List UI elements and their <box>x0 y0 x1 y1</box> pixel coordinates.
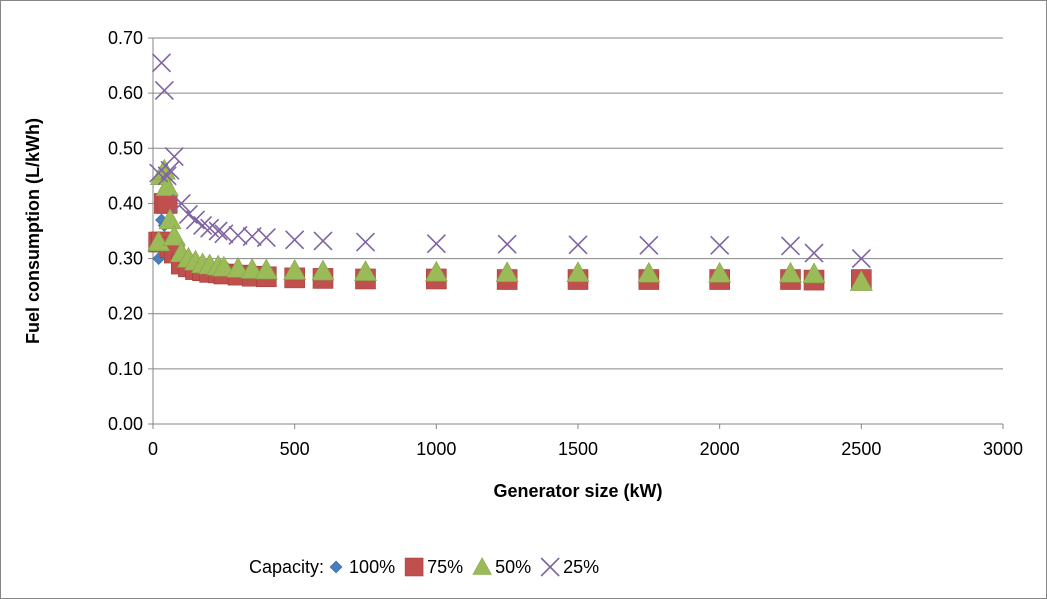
series-50pct <box>147 158 873 291</box>
legend-marker-group <box>540 557 560 577</box>
x-tick-label: 0 <box>148 439 158 459</box>
data-point <box>254 258 278 280</box>
x-tick-label: 3000 <box>983 439 1023 459</box>
x-tick-label: 2000 <box>700 439 740 459</box>
data-point <box>162 224 186 246</box>
legend-marker-group <box>329 560 343 574</box>
data-point <box>193 215 213 236</box>
y-tick-label: 0.20 <box>108 304 143 324</box>
legend-label: 100% <box>349 557 395 577</box>
data-point <box>851 249 871 269</box>
y-tick-label: 0.70 <box>108 28 143 48</box>
data-point <box>780 236 801 256</box>
data-point <box>802 262 826 284</box>
legend-label: 25% <box>563 557 599 577</box>
gridlines <box>153 37 1003 370</box>
legend-marker <box>329 560 343 574</box>
x-tick-labels: 0 500 1000 1500 2000 2500 3000 <box>148 439 1023 459</box>
legend-marker-group <box>472 557 492 575</box>
data-point <box>285 230 305 250</box>
data-point <box>155 175 179 196</box>
data-point <box>283 259 307 280</box>
data-point <box>637 261 661 283</box>
legend-marker-group <box>404 557 424 577</box>
data-point <box>160 160 180 180</box>
data-point <box>353 260 378 281</box>
data-point <box>171 193 191 213</box>
legend-item: 75% <box>404 557 463 577</box>
data-point <box>566 261 590 283</box>
data-point <box>158 208 182 230</box>
y-tick-label: 0.50 <box>108 138 143 158</box>
data-point <box>424 260 448 282</box>
data-point <box>568 235 588 255</box>
data-point <box>256 228 276 248</box>
data-point <box>226 256 250 278</box>
data-point <box>151 53 172 73</box>
legend-item: 50% <box>472 557 531 577</box>
data-point <box>157 166 177 186</box>
data-point <box>164 146 184 167</box>
data-point <box>313 231 333 251</box>
data-point <box>240 257 264 279</box>
data-point <box>154 80 174 100</box>
data-point <box>639 235 659 255</box>
data-point <box>495 261 519 283</box>
data-point <box>208 221 228 241</box>
y-tick-label: 0.00 <box>108 414 143 434</box>
x-axis-title: Generator size (kW) <box>493 481 662 501</box>
legend-item: 100% <box>329 557 395 577</box>
data-point <box>497 234 517 254</box>
data-point <box>708 261 732 283</box>
legend-marker <box>472 557 492 575</box>
x-tick-label: 2500 <box>841 439 881 459</box>
data-point <box>212 255 236 277</box>
data-point <box>426 234 446 254</box>
data-point <box>355 232 376 252</box>
data-point <box>778 261 803 283</box>
data-point <box>849 270 873 291</box>
data-points <box>147 53 873 291</box>
legend-title: Capacity: <box>249 557 324 577</box>
series-25pct <box>149 53 871 269</box>
y-axis-title: Fuel consumption (L/kWh) <box>23 118 43 344</box>
y-tick-label: 0.40 <box>108 193 143 213</box>
x-tick-label: 1500 <box>558 439 598 459</box>
axes <box>148 37 1004 429</box>
data-point <box>710 235 730 255</box>
y-tick-label: 0.30 <box>108 249 143 269</box>
legend-marker <box>540 557 560 577</box>
legend-item: 25% <box>540 557 599 577</box>
legend-label: 50% <box>495 557 531 577</box>
legend-label: 75% <box>427 557 463 577</box>
data-point <box>804 243 824 263</box>
x-tick-label: 500 <box>280 439 310 459</box>
data-point <box>311 259 335 281</box>
legend-marker <box>404 557 424 577</box>
y-tick-labels: 0.00 0.10 0.20 0.30 0.40 0.50 0.60 0.70 <box>108 28 143 434</box>
y-tick-label: 0.60 <box>108 83 143 103</box>
legend: Capacity: 100% 75% 50% 25% <box>249 557 599 577</box>
data-point <box>147 230 171 252</box>
y-tick-label: 0.10 <box>108 359 143 379</box>
x-tick-label: 1000 <box>416 439 456 459</box>
